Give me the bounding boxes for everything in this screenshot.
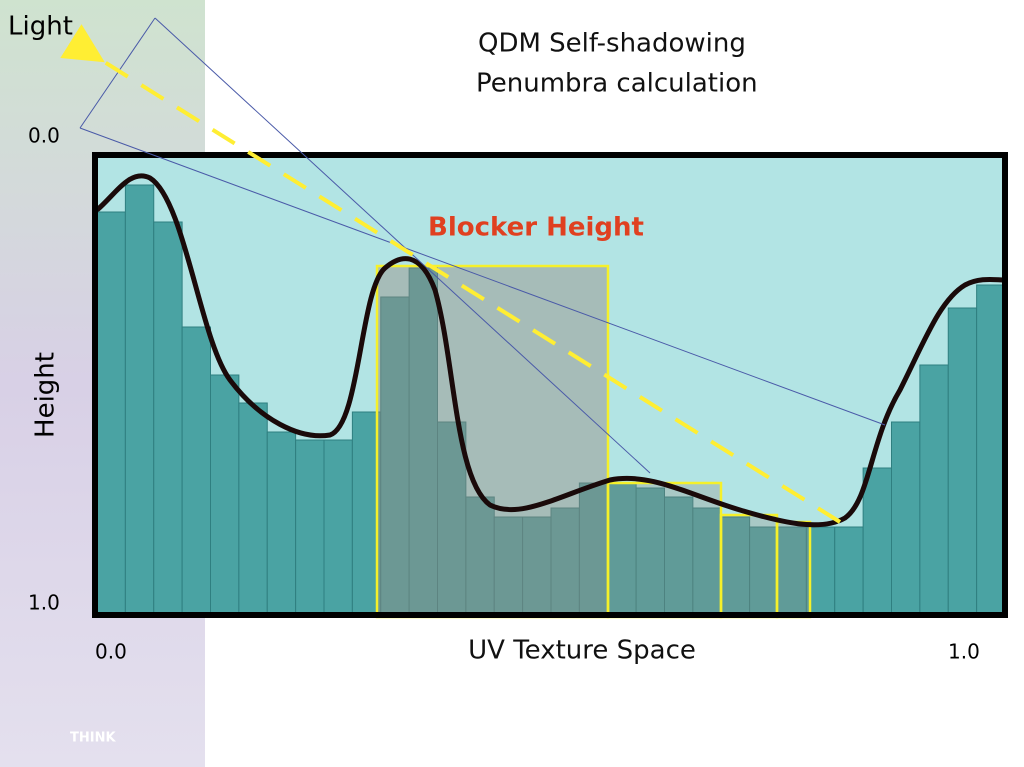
height-bar — [919, 364, 949, 616]
blocker-region — [377, 266, 608, 616]
blocker-height-label: Blocker Height — [428, 213, 644, 243]
light-cone — [79, 17, 886, 474]
y-end-label: 1.0 — [28, 591, 60, 615]
height-bar — [891, 421, 921, 616]
logo: THINK — [70, 731, 116, 746]
x-axis-label: UV Texture Space — [468, 636, 696, 666]
light-ray — [60, 24, 842, 524]
height-bar — [465, 496, 495, 616]
height-bar — [323, 439, 353, 616]
blocker-region — [777, 522, 810, 616]
height-bar — [238, 402, 268, 616]
blocker-region — [608, 483, 721, 616]
blocker-region — [721, 515, 777, 616]
height-bar — [210, 374, 240, 616]
title-line: QDM Self-shadowing — [478, 29, 746, 59]
height-bar — [437, 421, 467, 616]
height-bar — [380, 296, 410, 616]
height-bar — [550, 507, 580, 616]
height-bar — [124, 184, 155, 616]
y-end-label: 0.0 — [28, 124, 60, 148]
height-bar — [947, 307, 978, 616]
title-line: Penumbra calculation — [476, 69, 758, 99]
height-bar — [153, 221, 183, 616]
height-bar — [96, 211, 126, 616]
x-end-label: 0.0 — [95, 640, 127, 664]
y-axis-label: Height — [31, 352, 61, 438]
height-bar — [664, 496, 694, 616]
x-end-label: 1.0 — [948, 640, 980, 664]
height-curve — [95, 173, 1006, 528]
height-bars — [96, 184, 1006, 616]
height-bar — [862, 467, 892, 616]
height-bar — [181, 326, 211, 616]
height-bar — [266, 431, 297, 616]
height-bar — [295, 439, 325, 616]
plot-frame — [92, 152, 1008, 618]
height-bar — [749, 526, 779, 616]
light-label: Light — [8, 12, 73, 42]
height-bar — [976, 284, 1006, 616]
height-bar — [834, 526, 864, 616]
